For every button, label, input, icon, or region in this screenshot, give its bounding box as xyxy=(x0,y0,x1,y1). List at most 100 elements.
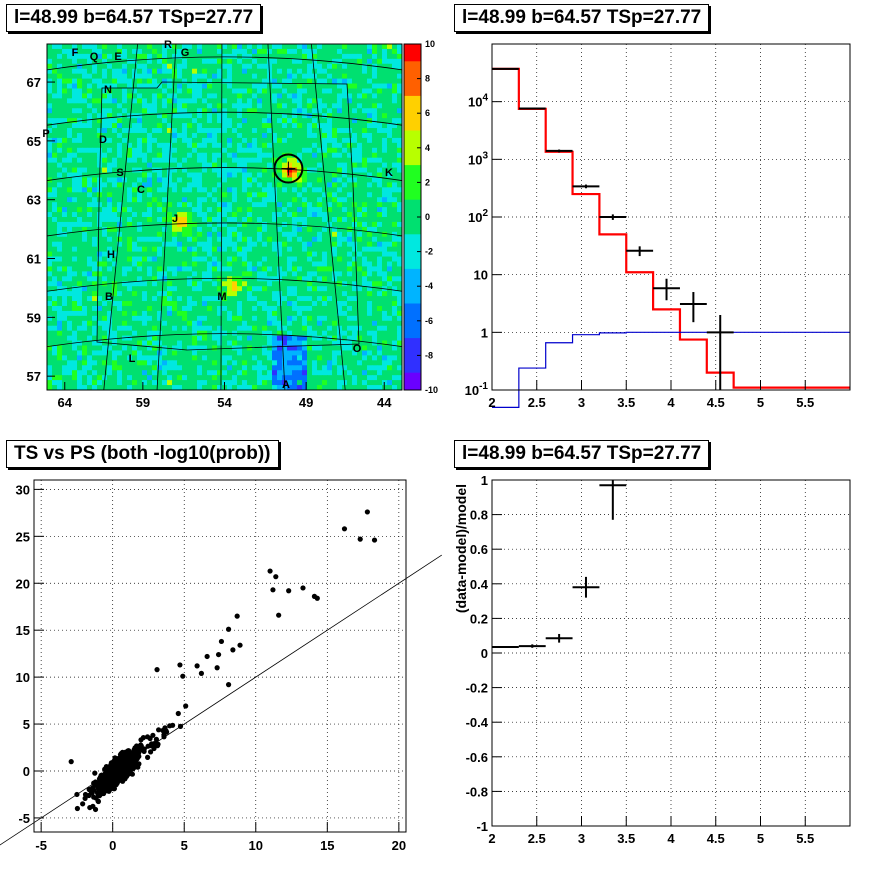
heatmap-cell xyxy=(142,118,148,123)
heatmap-cell xyxy=(212,148,218,153)
heatmap-cell xyxy=(147,237,153,242)
heatmap-cell xyxy=(387,74,393,79)
heatmap-cell xyxy=(57,326,63,331)
heatmap-cell xyxy=(47,316,53,321)
heatmap-cell xyxy=(252,153,258,158)
heatmap-cell xyxy=(242,227,248,232)
heatmap-cell xyxy=(117,326,123,331)
heatmap-cell xyxy=(212,173,218,178)
heatmap-cell xyxy=(382,44,388,49)
heatmap-cell xyxy=(367,98,373,103)
heatmap-cell xyxy=(347,148,353,153)
heatmap-cell xyxy=(242,237,248,242)
heatmap-cell xyxy=(367,242,373,247)
heatmap-cell xyxy=(157,49,163,54)
heatmap-cell xyxy=(157,360,163,365)
heatmap-cell xyxy=(57,98,63,103)
heatmap-cell xyxy=(222,93,228,98)
heatmap-cell xyxy=(152,341,158,346)
heatmap-cell xyxy=(257,336,263,341)
heatmap-cell xyxy=(342,207,348,212)
heatmap-cell xyxy=(317,301,323,306)
heatmap-cell xyxy=(277,202,283,207)
heatmap-cell xyxy=(222,326,228,331)
heatmap-cell xyxy=(247,375,253,380)
heatmap-cell xyxy=(392,350,398,355)
heatmap-cell xyxy=(277,301,283,306)
heatmap-cell xyxy=(227,187,233,192)
heatmap-cell xyxy=(347,79,353,84)
heatmap-cell xyxy=(342,118,348,123)
heatmap-cell xyxy=(347,69,353,74)
heatmap-cell xyxy=(177,346,183,351)
heatmap-cell xyxy=(272,266,278,271)
heatmap-cell xyxy=(367,133,373,138)
heatmap-cell xyxy=(352,64,358,69)
heatmap-cell xyxy=(227,49,233,54)
heatmap-cell xyxy=(112,375,118,380)
heatmap-cell xyxy=(302,118,308,123)
heatmap-cell xyxy=(222,257,228,262)
heatmap-cell xyxy=(327,79,333,84)
heatmap-cell xyxy=(182,326,188,331)
heatmap-cell xyxy=(157,93,163,98)
heatmap-cell xyxy=(102,222,108,227)
heatmap-cell xyxy=(67,202,73,207)
heatmap-cell xyxy=(132,153,138,158)
heatmap-cell xyxy=(382,336,388,341)
heatmap-cell xyxy=(312,143,318,148)
heatmap-cell xyxy=(52,276,58,281)
heatmap-cell xyxy=(282,321,288,326)
heatmap-cell xyxy=(342,222,348,227)
heatmap-cell xyxy=(327,331,333,336)
heatmap-cell xyxy=(137,261,143,266)
heatmap-cell xyxy=(232,350,238,355)
heatmap-cell xyxy=(187,380,193,385)
heatmap-cell xyxy=(152,173,158,178)
heatmap-cell xyxy=(317,380,323,385)
heatmap-cell xyxy=(322,212,328,217)
heatmap-cell xyxy=(102,128,108,133)
heatmap-cell xyxy=(347,316,353,321)
heatmap-cell xyxy=(272,84,278,89)
heatmap-cell xyxy=(267,182,273,187)
heatmap-cell xyxy=(47,350,53,355)
heatmap-cell xyxy=(277,64,283,69)
heatmap-cell xyxy=(177,177,183,182)
heatmap-cell xyxy=(187,84,193,89)
heatmap-cell xyxy=(272,103,278,108)
heatmap-cell xyxy=(62,93,68,98)
heatmap-cell xyxy=(137,74,143,79)
heatmap-cell xyxy=(72,163,78,168)
heatmap-cell xyxy=(307,261,313,266)
heatmap-cell xyxy=(322,54,328,59)
heatmap-cell xyxy=(302,113,308,118)
heatmap-cell xyxy=(257,291,263,296)
heatmap-cell xyxy=(247,261,253,266)
heatmap-cell xyxy=(292,44,298,49)
heatmap-cell xyxy=(317,247,323,252)
heatmap-cell xyxy=(57,276,63,281)
heatmap-cell xyxy=(287,123,293,128)
heatmap-cell xyxy=(182,336,188,341)
heatmap-cell xyxy=(382,326,388,331)
heatmap-cell xyxy=(227,360,233,365)
heatmap-cell xyxy=(247,281,253,286)
heatmap-cell xyxy=(82,242,88,247)
heatmap-cell xyxy=(322,59,328,64)
heatmap-cell xyxy=(142,98,148,103)
heatmap-cell xyxy=(292,252,298,257)
heatmap-cell xyxy=(67,168,73,173)
heatmap-cell xyxy=(352,331,358,336)
heatmap-cell xyxy=(172,177,178,182)
heatmap-cell xyxy=(147,247,153,252)
heatmap-cell xyxy=(77,346,83,351)
heatmap-cell xyxy=(67,192,73,197)
heatmap-cell xyxy=(87,346,93,351)
heatmap-cell xyxy=(137,69,143,74)
heatmap-cell xyxy=(147,301,153,306)
heatmap-cell xyxy=(362,271,368,276)
heatmap-cell xyxy=(292,341,298,346)
heatmap-cell xyxy=(332,326,338,331)
heatmap-cell xyxy=(72,291,78,296)
